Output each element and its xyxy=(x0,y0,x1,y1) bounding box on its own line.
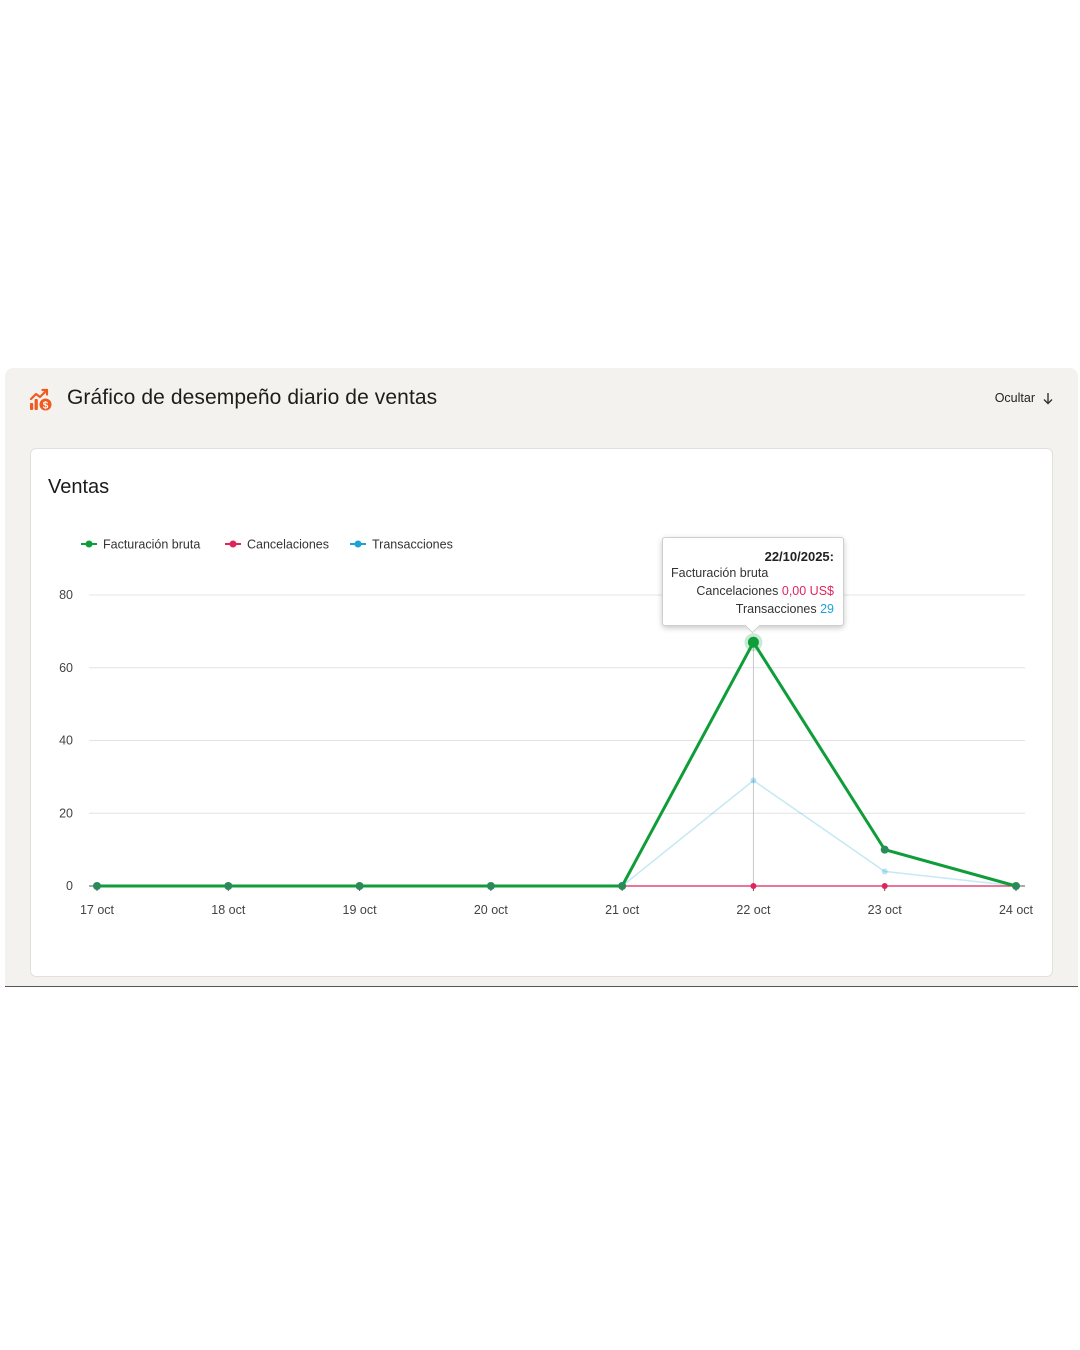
series-line xyxy=(97,640,1017,888)
hide-label: Ocultar xyxy=(994,391,1035,405)
card-title: Ventas xyxy=(48,476,110,498)
data-point xyxy=(881,883,888,889)
x-tick-label: 19 oct xyxy=(343,903,378,917)
tooltip-cancel-value: 0,00 US$ xyxy=(781,584,834,598)
x-tick-label: 18 oct xyxy=(211,903,246,917)
x-tick-label: 22 oct xyxy=(736,903,771,917)
legend-label: Cancelaciones xyxy=(247,538,329,552)
data-point xyxy=(486,882,495,890)
tooltip-gross-label: Facturación bruta xyxy=(671,566,769,580)
y-tick-label: 20 xyxy=(59,806,73,820)
sales-card: Ventas 0 20 40 60 80 17 oct 18 oct 19 oct 20 oct… xyxy=(30,448,1053,977)
legend-swatch-dot xyxy=(354,540,362,548)
hide-chart-button[interactable]: Ocultar xyxy=(995,391,1054,405)
data-point xyxy=(747,636,759,648)
sales-chart-icon: $ xyxy=(29,388,53,412)
data-point xyxy=(750,777,757,784)
data-point xyxy=(224,882,233,890)
arrow-down-icon xyxy=(1043,392,1053,404)
tooltip-trans-value: 29 xyxy=(820,602,834,616)
legend-swatch-dot xyxy=(229,540,237,548)
x-tick-label: 24 oct xyxy=(999,903,1034,917)
tooltip-trans-row: Transacciones 29 xyxy=(736,601,834,619)
x-tick-label: 21 oct xyxy=(605,903,640,917)
tooltip-trans-label: Transacciones xyxy=(735,602,817,616)
legend-label: Facturación bruta xyxy=(103,538,200,552)
data-point xyxy=(355,882,364,890)
x-tick-label: 17 oct xyxy=(80,903,115,917)
sales-line-chart: 0 20 40 60 80 17 oct 18 oct 19 oct 20 oct 21 oct 2… xyxy=(59,538,1034,918)
x-tick-label: 20 oct xyxy=(474,903,509,917)
legend-swatch-dot xyxy=(85,540,93,548)
data-point xyxy=(93,882,101,890)
data-point xyxy=(881,868,888,875)
data-point xyxy=(1012,882,1020,890)
x-tick-label: 23 oct xyxy=(868,903,903,917)
panel-title: Gráfico de desempeño diario de ventas xyxy=(67,386,438,409)
sales-performance-panel: $ Gráfico de desempeño diario de ventas … xyxy=(5,368,1078,987)
legend-label: Transacciones xyxy=(372,538,453,552)
tooltip-cancel-label: Cancelaciones xyxy=(696,584,779,598)
y-tick-label: 60 xyxy=(59,661,73,675)
chart-tooltip: 22/10/2025: Facturación bruta Cancelacio… xyxy=(662,537,844,626)
y-tick-label: 40 xyxy=(59,734,73,748)
data-point xyxy=(750,883,757,889)
panel-header: $ Gráfico de desempeño diario de ventas … xyxy=(5,368,1078,432)
tooltip-date: 22/10/2025: xyxy=(764,549,834,564)
y-tick-label: 0 xyxy=(66,879,73,893)
y-tick-label: 80 xyxy=(59,588,73,602)
data-point xyxy=(618,882,627,890)
svg-text:$: $ xyxy=(43,400,49,411)
series-line xyxy=(97,779,1017,887)
data-point xyxy=(880,845,889,854)
tooltip-cancel-row: Cancelaciones 0,00 US$ xyxy=(696,583,834,601)
